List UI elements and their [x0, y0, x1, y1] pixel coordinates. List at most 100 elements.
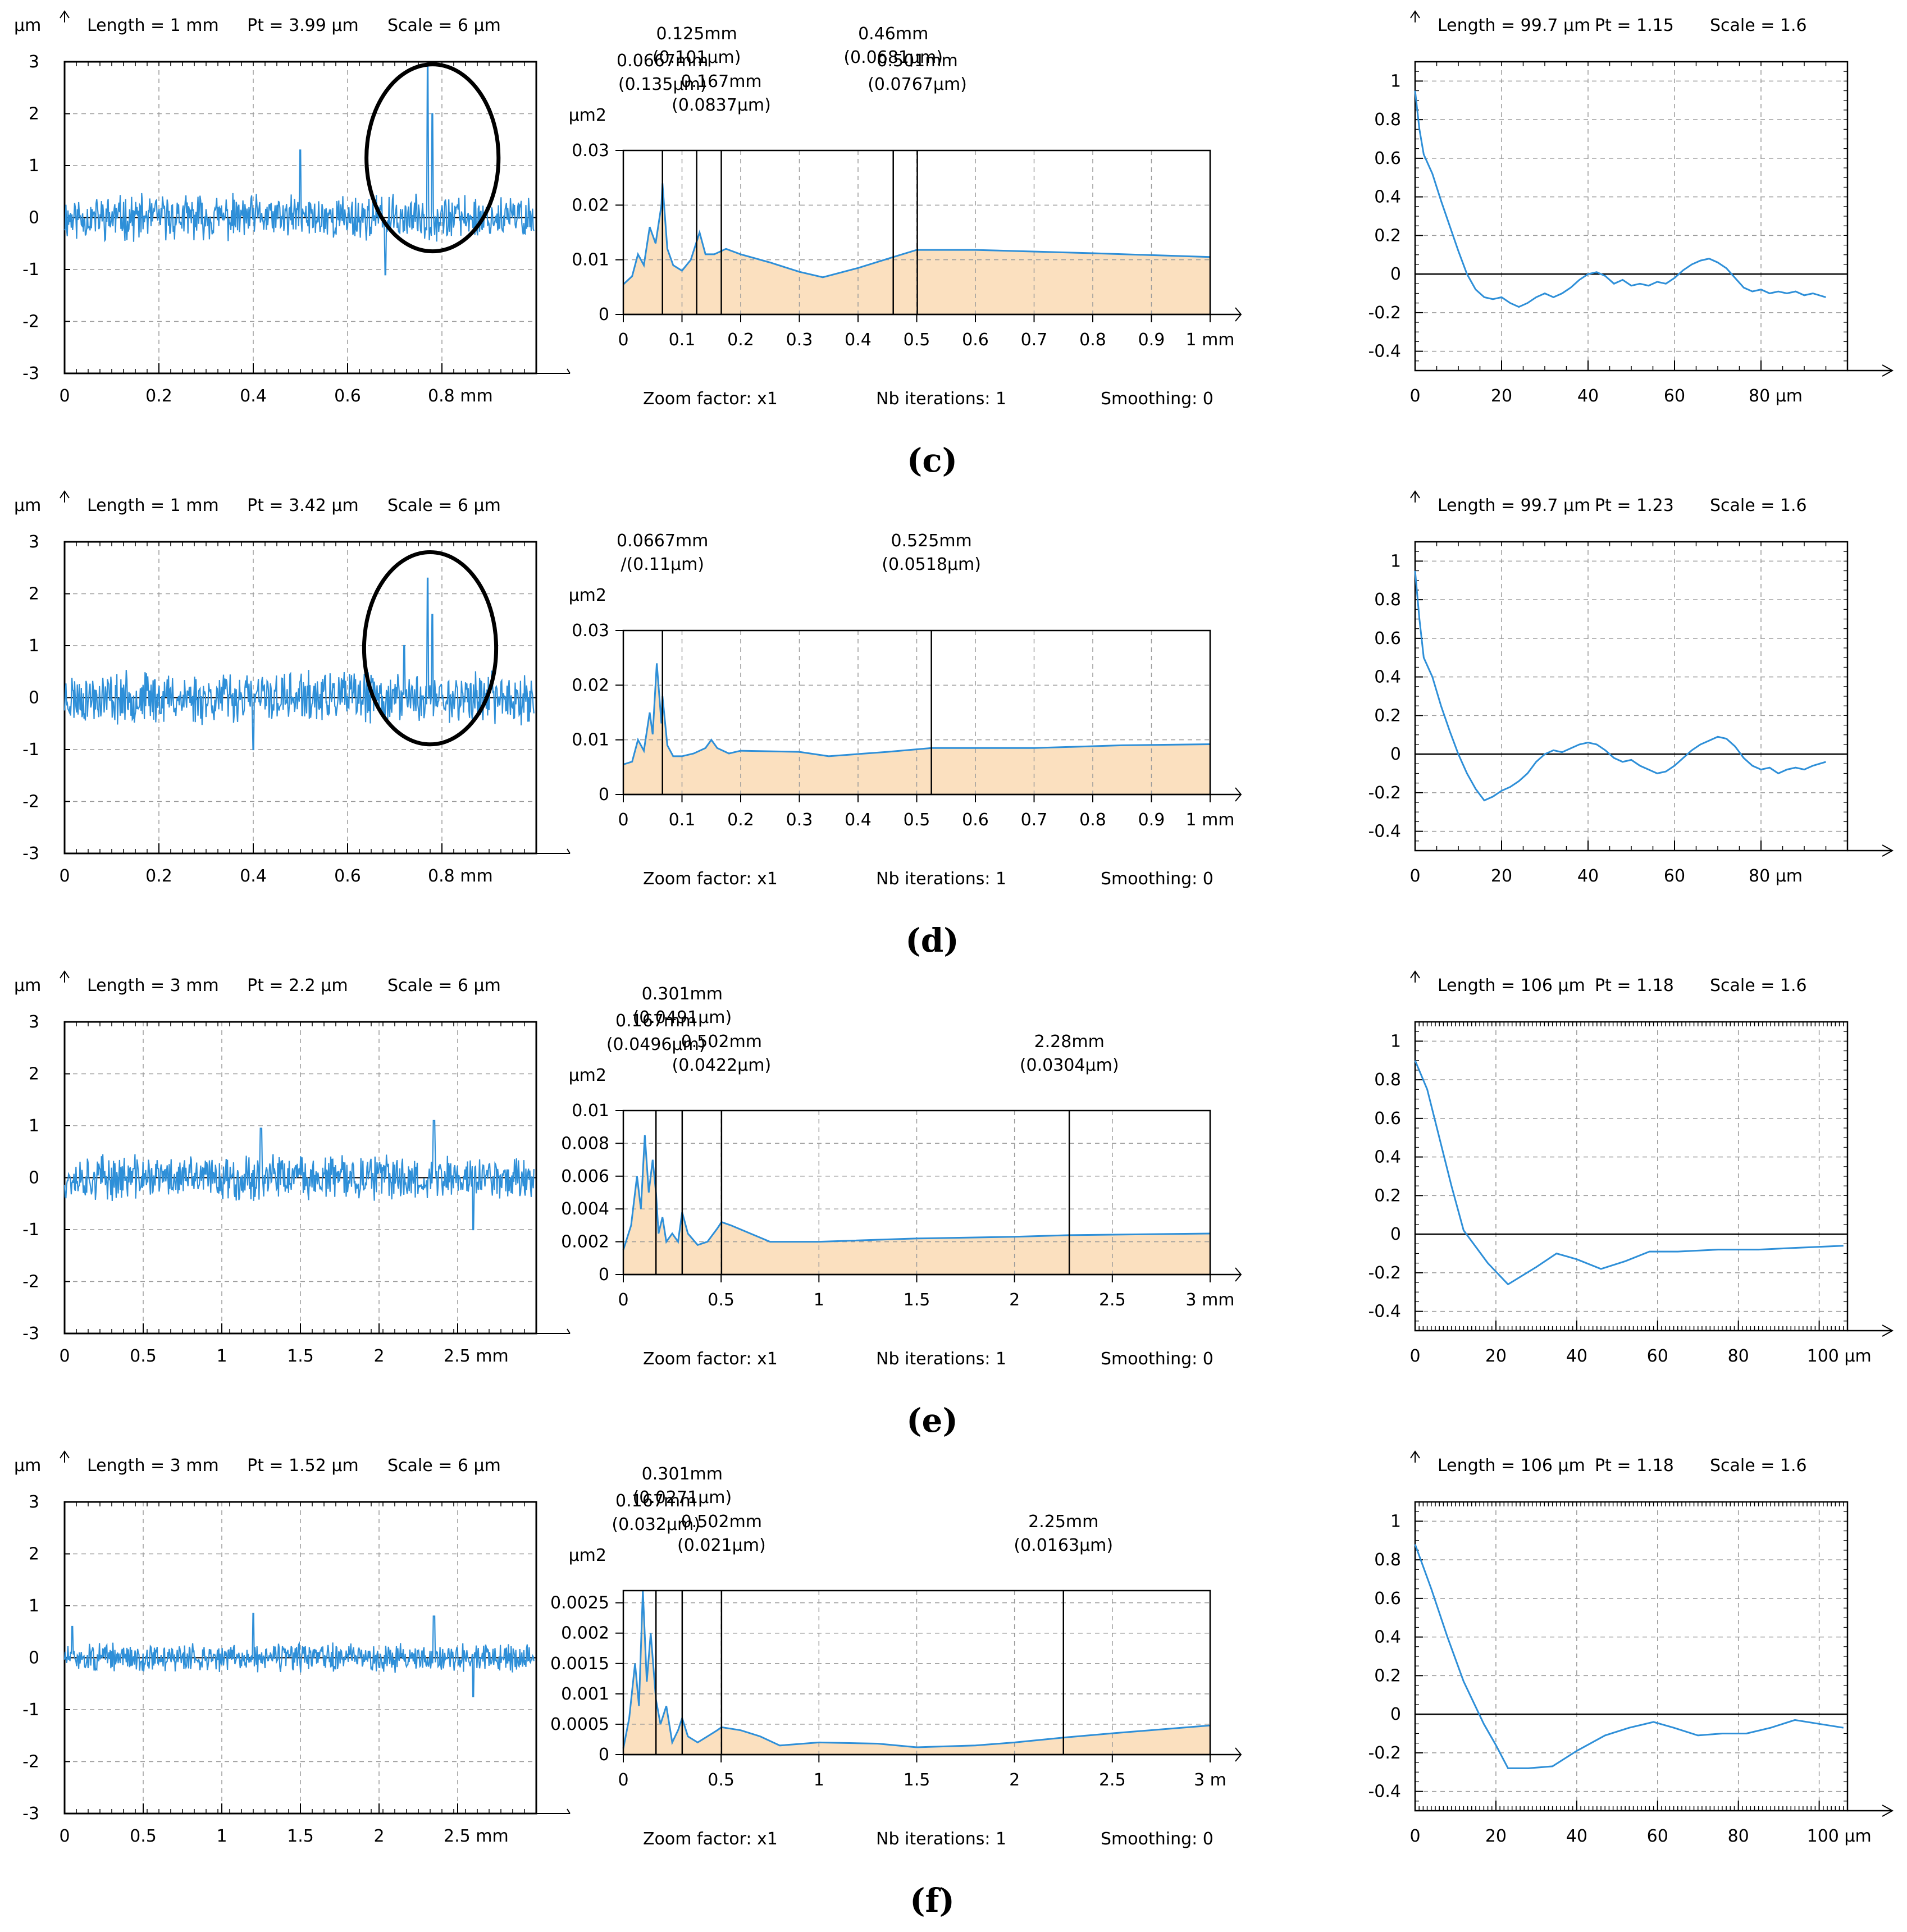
peak-marker-label: 0.301mm — [642, 1464, 723, 1484]
x-tick-label: 20 — [1491, 866, 1512, 886]
x-tick-label: 3 mm — [1185, 1290, 1234, 1310]
x-tick-label: 0 — [1409, 386, 1420, 406]
x-axis-arrow — [1235, 307, 1242, 322]
y-tick-label: 0.02 — [572, 195, 609, 215]
x-tick-label: 0.5 — [904, 810, 930, 830]
header-scale: Scale = 1.6 — [1710, 1456, 1807, 1476]
x-tick-label: 0.2 — [727, 810, 754, 830]
autocorrelation-line — [1414, 90, 1826, 308]
y-tick-label: -1 — [22, 1700, 39, 1720]
x-tick-label: 1.5 — [287, 1826, 314, 1846]
peak-marker-value: (0.0491µm) — [632, 1008, 732, 1027]
autocorrelation-line — [1414, 1544, 1844, 1769]
header-length: Length = 99.7 µm — [1438, 16, 1590, 35]
footer-smoothing: Smoothing: 0 — [1101, 389, 1213, 409]
peak-marker-value: (0.0304µm) — [1020, 1056, 1119, 1075]
y-unit-label: µm — [14, 496, 41, 515]
peak-marker-value: (0.0767µm) — [868, 75, 967, 94]
peak-marker-label: 0.167mm — [615, 1491, 696, 1511]
y-tick-label: 0.0015 — [550, 1654, 609, 1674]
x-tick-label: 0 — [1409, 866, 1420, 886]
peak-marker-value: (0.021µm) — [677, 1536, 766, 1555]
plot-frame — [1414, 61, 1849, 372]
profile-chart: µm Length = 3 mm Pt = 2.2 µm Scale = 6 µm 3 2… — [14, 970, 571, 1366]
x-tick-label: 0.2 — [145, 866, 172, 886]
y-tick-label: 0.0025 — [550, 1593, 609, 1613]
peak-marker-value: /(0.11µm) — [621, 555, 704, 574]
spectrum-line — [622, 183, 1211, 285]
y-tick-label: 0.01 — [572, 1101, 609, 1121]
x-tick-label: 0 — [618, 1770, 628, 1790]
plot-frame — [1414, 1021, 1849, 1332]
y-tick-label: -3 — [22, 844, 39, 864]
x-tick-label: 60 — [1647, 1826, 1668, 1846]
autocorrelation-chart: Length = 106 µm Pt = 1.18 Scale = 1.6 1 0.8 0… — [1368, 1450, 1894, 1846]
y-tick-label: 0.01 — [572, 250, 609, 270]
autocorrelation-chart: Length = 99.7 µm Pt = 1.15 Scale = 1.6 1 0.8… — [1368, 10, 1894, 406]
x-tick-label: 0.6 — [962, 330, 989, 350]
y-tick-label: 1 — [1390, 1511, 1401, 1531]
y-axis-arrow — [1410, 10, 1420, 22]
y-tick-label: 2 — [29, 1065, 39, 1084]
y-tick-label: -3 — [22, 364, 39, 383]
plot-frame — [622, 1590, 1211, 1756]
y-tick-label: 0.001 — [561, 1684, 609, 1704]
profile-chart: µm Length = 1 mm Pt = 3.42 µm Scale = 6 µm 3… — [14, 490, 571, 886]
x-tick-label: 2 — [1009, 1290, 1020, 1310]
x-tick-label: 1 mm — [1185, 810, 1234, 830]
x-tick-label: 1 — [216, 1346, 227, 1366]
y-tick-label: -0.4 — [1368, 822, 1401, 842]
autocorrelation-line — [1414, 1060, 1844, 1286]
peak-marker-label: 2.25mm — [1028, 1512, 1098, 1532]
y-tick-label: 0.8 — [1374, 1070, 1401, 1090]
y-tick-label: -2 — [22, 312, 39, 332]
header-pt: Pt = 1.18 — [1595, 976, 1674, 995]
y-tick-label: 0.4 — [1374, 1148, 1401, 1167]
peak-marker-label: 0.0667mm — [617, 531, 708, 551]
y-tick-label: 0.6 — [1374, 629, 1401, 648]
x-tick-label: 20 — [1491, 386, 1512, 406]
y-tick-label: 0 — [599, 1745, 609, 1765]
header-scale: Scale = 6 µm — [387, 496, 501, 515]
y-tick-label: 1 — [1390, 71, 1401, 91]
header-pt: Pt = 1.18 — [1595, 1456, 1674, 1476]
x-tick-label: 40 — [1577, 386, 1599, 406]
y-tick-label: 0.02 — [572, 675, 609, 695]
peak-marker-value: (0.0422µm) — [672, 1056, 772, 1075]
y-tick-label: 0.03 — [572, 141, 609, 161]
peak-marker-label: 0.167mm — [615, 1011, 696, 1031]
x-tick-label: 40 — [1566, 1346, 1587, 1366]
x-tick-label: 0.4 — [240, 386, 267, 406]
footer-smoothing: Smoothing: 0 — [1101, 1829, 1213, 1849]
y-tick-label: 1 — [29, 1116, 39, 1136]
header-pt: Pt = 1.23 — [1595, 496, 1674, 515]
x-tick-label: 0 — [618, 330, 628, 350]
peak-marker-value: (0.032µm) — [612, 1515, 700, 1534]
y-tick-label: -0.4 — [1368, 342, 1401, 362]
x-tick-label: 0.9 — [1138, 330, 1165, 350]
y-tick-label: 0 — [29, 688, 39, 708]
y-tick-label: 0 — [1390, 1705, 1401, 1724]
x-tick-label: 60 — [1647, 1346, 1668, 1366]
y-axis-arrow — [1410, 970, 1420, 983]
header-pt: Pt = 3.99 µm — [247, 16, 359, 35]
y-tick-label: 1 — [1390, 551, 1401, 571]
y-tick-label: 0.6 — [1374, 1589, 1401, 1609]
peak-marker-label: 0.167mm — [681, 72, 761, 92]
x-tick-label: 0.4 — [240, 866, 267, 886]
peak-marker-value: (0.0837µm) — [672, 95, 771, 115]
peak-marker-value: (0.0271µm) — [632, 1488, 732, 1508]
header-pt: Pt = 1.52 µm — [247, 1456, 359, 1476]
peak-marker-label: 0.501mm — [877, 51, 957, 71]
highlight-ellipse — [364, 62, 501, 254]
x-tick-label: 0.5 — [130, 1346, 157, 1366]
y-tick-label: -0.2 — [1368, 303, 1401, 323]
y-tick-label: 0.2 — [1374, 706, 1401, 725]
footer-zoom: Zoom factor: x1 — [643, 869, 778, 889]
y-tick-label: 0.006 — [561, 1167, 609, 1186]
x-tick-label: 0 — [59, 386, 70, 406]
peak-marker-label: 0.125mm — [656, 24, 737, 44]
profile-chart: µm Length = 1 mm Pt = 3.99 µm Scale = 6 µm 3… — [14, 10, 571, 406]
y-unit-label: µm — [14, 16, 41, 35]
y-tick-label: 0 — [1390, 745, 1401, 764]
